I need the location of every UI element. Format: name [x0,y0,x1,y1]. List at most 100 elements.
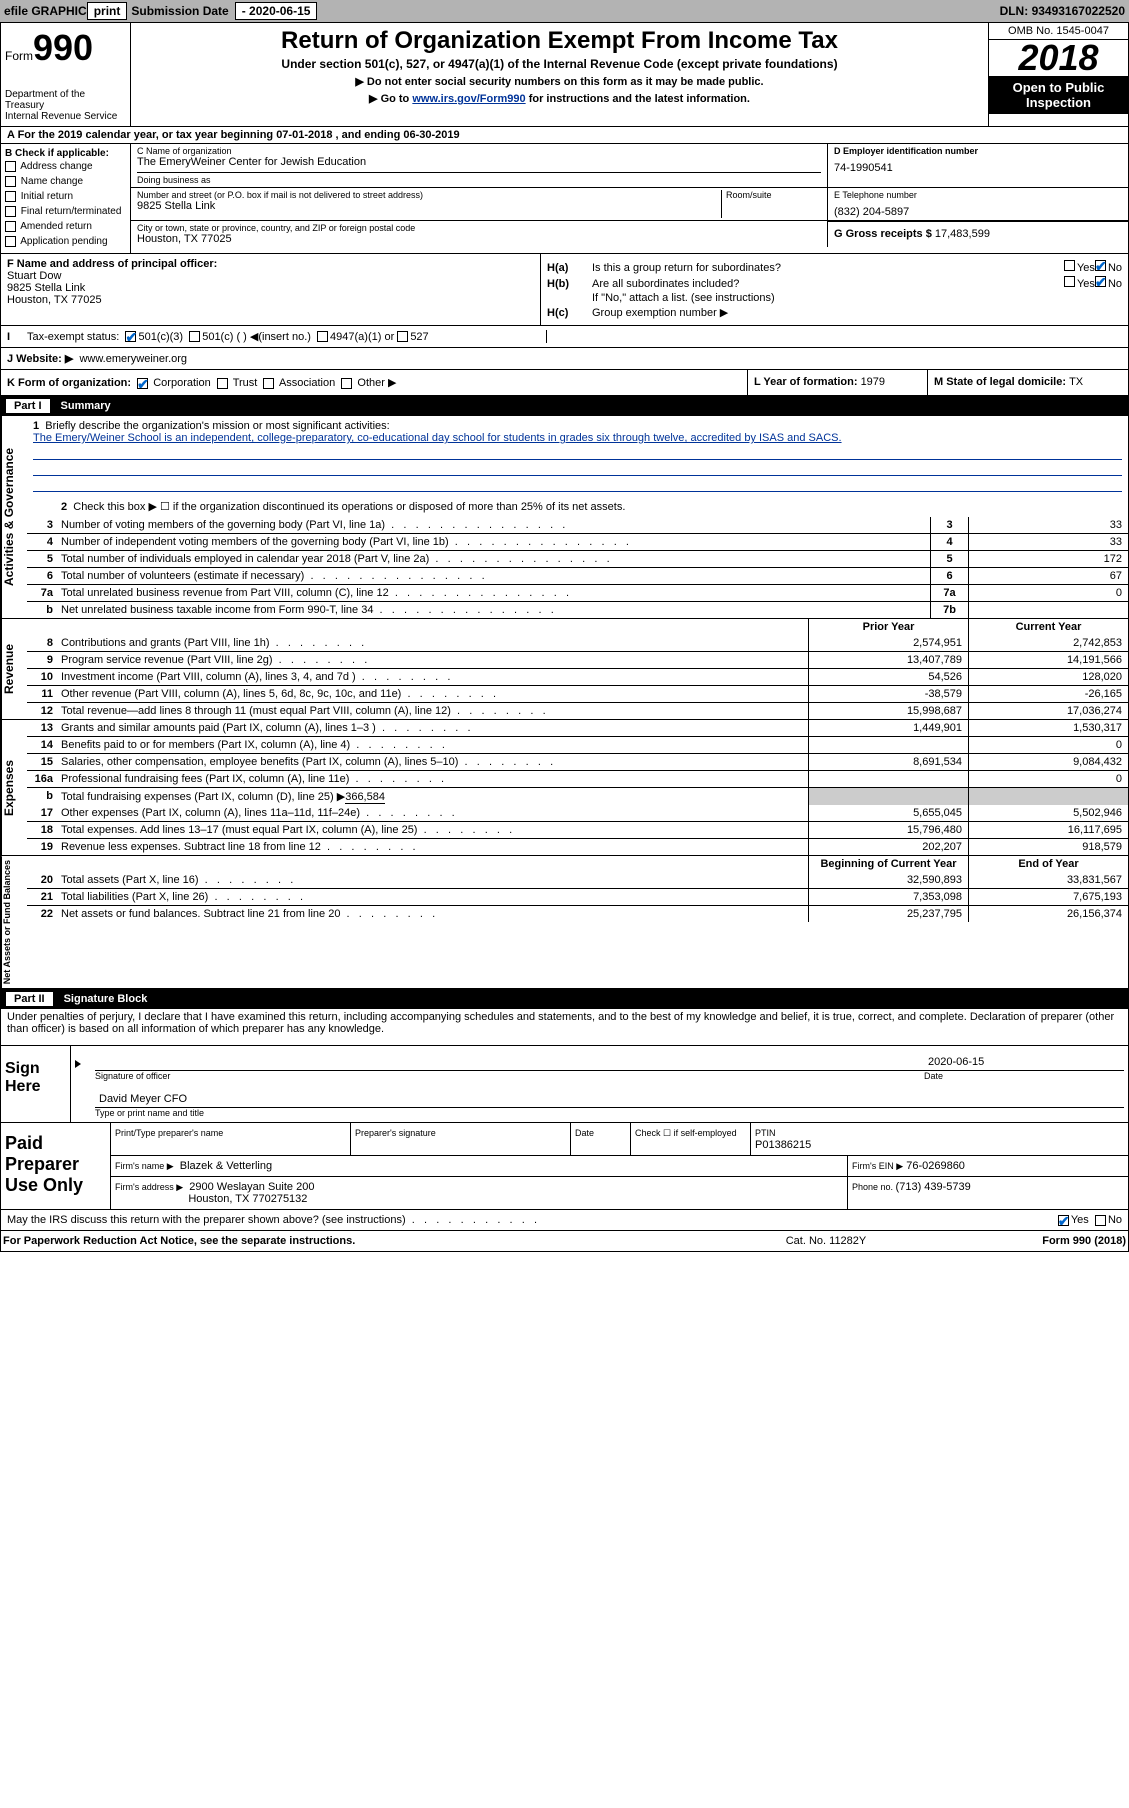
block-b-through-g: B Check if applicable: Address change Na… [1,144,1128,254]
sig-date: 2020-06-15 [924,1054,1124,1070]
column-b: B Check if applicable: Address change Na… [1,144,131,253]
typed-label: Type or print name and title [95,1108,1124,1118]
revenue-section: Revenue Prior Year Current Year 8 Contri… [1,619,1128,720]
ha-text: Is this a group return for subordinates? [592,262,1064,274]
check-501c[interactable] [189,331,200,342]
address-box: Number and street (or P.O. box if mail i… [131,188,828,220]
check-assoc[interactable] [263,378,274,389]
firm-ein: 76-0269860 [906,1160,965,1172]
submission-date: - 2020-06-15 [235,2,318,20]
form-word: Form [5,49,33,63]
ein-value: 74-1990541 [834,162,1122,174]
check-other[interactable] [341,378,352,389]
part-i-num: Part I [5,398,51,414]
self-employed-check: Check ☐ if self-employed [635,1128,737,1138]
header-center: Return of Organization Exempt From Incom… [131,23,988,126]
firm-addr2: Houston, TX 770275132 [188,1193,307,1205]
check-amended-return[interactable]: Amended return [5,219,126,234]
line-16b: b Total fundraising expenses (Part IX, c… [27,787,1128,805]
j-label: J Website: ▶ [7,353,73,365]
footer-right: Form 990 (2018) [926,1235,1126,1247]
m-box: M State of legal domicile: TX [928,370,1128,395]
check-corp[interactable] [137,378,148,389]
b-label: B Check if applicable: [5,148,109,159]
line-10: 10 Investment income (Part VIII, column … [27,668,1128,685]
k-label: K Form of organization: [7,377,131,389]
dln: DLN: 93493167022520 [1000,4,1125,18]
website-row: J Website: ▶ www.emeryweiner.org [1,348,1128,370]
end-year-header: End of Year [968,856,1128,872]
beginning-year-header: Beginning of Current Year [808,856,968,872]
hb-no[interactable] [1095,276,1106,287]
l-box: L Year of formation: 1979 [748,370,928,395]
sign-here-label: Sign Here [1,1046,71,1122]
print-button[interactable]: print [87,2,128,20]
tax-status-row: I Tax-exempt status: 501(c)(3) 501(c) ( … [1,326,1128,348]
vert-ag: Activities & Governance [1,416,27,618]
expenses-section: Expenses 13 Grants and similar amounts p… [1,720,1128,856]
discuss-no[interactable] [1095,1215,1106,1226]
typed-name: David Meyer CFO [95,1091,1124,1107]
part-i-title: Summary [61,400,111,412]
discuss-yes[interactable] [1058,1215,1069,1226]
check-final-return[interactable]: Final return/terminated [5,204,126,219]
line-9: 9 Program service revenue (Part VIII, li… [27,651,1128,668]
hb-yes[interactable] [1064,276,1075,287]
ha-no[interactable] [1095,260,1106,271]
room-label: Room/suite [726,190,821,200]
line-5: 5 Total number of individuals employed i… [27,550,1128,567]
prep-sig-label: Preparer's signature [355,1128,436,1138]
footer-row: For Paperwork Reduction Act Notice, see … [1,1231,1128,1251]
h-box: H(a)Is this a group return for subordina… [541,254,1128,325]
check-4947[interactable] [317,331,328,342]
paid-preparer-block: Paid Preparer Use Only Print/Type prepar… [1,1123,1128,1210]
line-12: 12 Total revenue—add lines 8 through 11 … [27,702,1128,719]
period-line: A For the 2019 calendar year, or tax yea… [1,127,1128,144]
firm-phone: (713) 439-5739 [896,1181,971,1193]
k-box: K Form of organization: Corporation Trus… [1,370,748,395]
check-name-change[interactable]: Name change [5,174,126,189]
check-application-pending[interactable]: Application pending [5,234,126,249]
ptin-label: PTIN [755,1128,776,1138]
ha-yes[interactable] [1064,260,1075,271]
line-13: 13 Grants and similar amounts paid (Part… [27,720,1128,736]
e-label: E Telephone number [834,190,1122,200]
check-address-change[interactable]: Address change [5,159,126,174]
line-1: 1 Briefly describe the organization's mi… [27,416,1128,496]
firm-addr1: 2900 Weslayan Suite 200 [189,1181,314,1193]
line-16a: 16a Professional fundraising fees (Part … [27,770,1128,787]
net-assets-section: Net Assets or Fund Balances Beginning of… [1,856,1128,989]
topbar: efile GRAPHIC print Submission Date - 20… [0,0,1129,22]
prep-name-label: Print/Type preparer's name [115,1128,223,1138]
discuss-row: May the IRS discuss this return with the… [1,1210,1128,1231]
check-trust[interactable] [217,378,228,389]
website-value: www.emeryweiner.org [79,353,187,365]
form990-link[interactable]: www.irs.gov/Form990 [412,93,525,105]
city-box: City or town, state or province, country… [131,221,828,247]
goto-line: ▶ Go to www.irs.gov/Form990 for instruct… [139,92,980,105]
form-subtitle: Under section 501(c), 527, or 4947(a)(1)… [139,57,980,71]
line-21: 21 Total liabilities (Part X, line 26) .… [27,888,1128,905]
klm-row: K Form of organization: Corporation Trus… [1,370,1128,396]
f-label: F Name and address of principal officer: [7,258,217,270]
form-title: Return of Organization Exempt From Incom… [139,27,980,55]
header-right: OMB No. 1545-0047 2018 Open to Public In… [988,23,1128,126]
gross-receipts: 17,483,599 [935,228,990,240]
hb-note: If "No," attach a list. (see instruction… [547,292,1122,304]
line-8: 8 Contributions and grants (Part VIII, l… [27,635,1128,651]
open-to-public: Open to Public Inspection [989,76,1128,114]
prior-year-header: Prior Year [808,619,968,635]
check-527[interactable] [397,331,408,342]
tax-year: 2018 [989,40,1128,76]
submission-date-label: Submission Date [131,4,228,18]
officer-sig-label: Signature of officer [95,1071,924,1081]
check-501c3[interactable] [125,331,136,342]
activities-governance: Activities & Governance 1 Briefly descri… [1,416,1128,619]
footer-left: For Paperwork Reduction Act Notice, see … [3,1235,726,1247]
paid-preparer-label: Paid Preparer Use Only [1,1123,111,1209]
column-cdg: C Name of organization The EmeryWeiner C… [131,144,1128,253]
check-initial-return[interactable]: Initial return [5,189,126,204]
form-header: Form990 Department of the Treasury Inter… [1,23,1128,127]
phone-box: E Telephone number (832) 204-5897 [828,188,1128,220]
part-ii-header: Part II Signature Block [1,989,1128,1009]
